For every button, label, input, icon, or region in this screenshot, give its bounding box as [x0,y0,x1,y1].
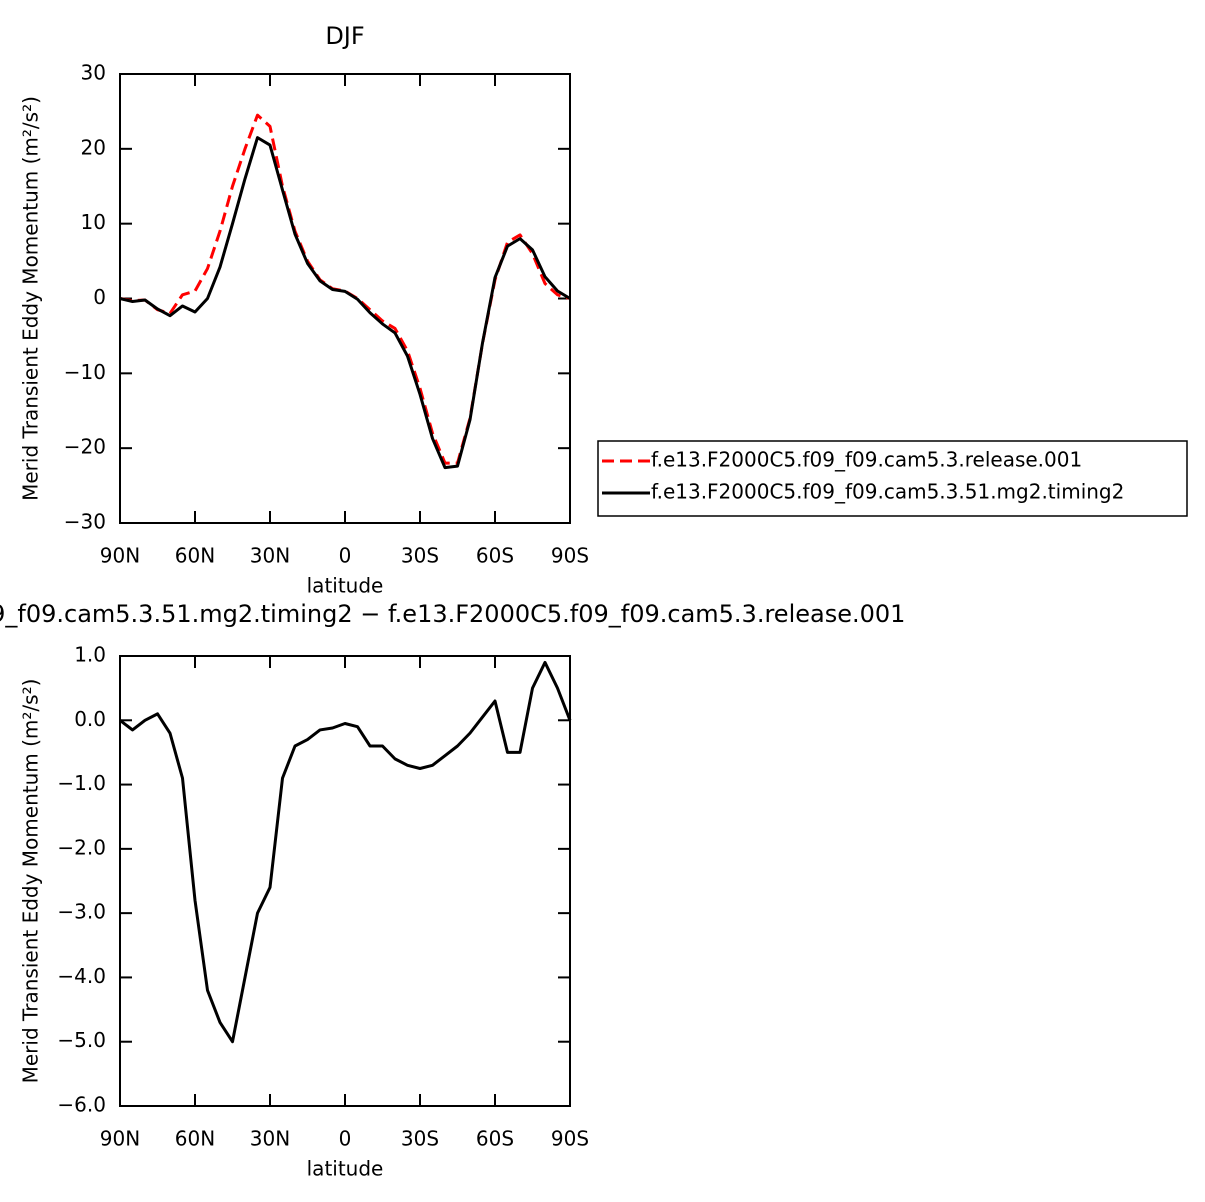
y-tick-label: 0.0 [74,707,106,731]
legend-box [597,440,1188,517]
x-axis-label: latitude [307,1157,384,1181]
x-tick-label: 30S [401,544,439,568]
line [119,660,572,1044]
y-tick-label: 10 [81,210,106,234]
x-tick-label: 30N [250,544,290,568]
x-tick-label: 30S [401,1127,439,1151]
y-tick-label: −30 [64,510,106,534]
y-tick-label: −5.0 [57,1028,106,1052]
y-tick-label: −2.0 [57,835,106,859]
chart-title: DJF [325,22,364,50]
x-tick-label: 90N [100,544,140,568]
x-tick-label: 60N [175,1127,215,1151]
y-tick-label: −3.0 [57,900,106,924]
y-tick-label: 30 [81,61,106,85]
x-tick-label: 0 [339,1127,352,1151]
x-tick-label: 0 [339,544,352,568]
y-tick-label: −20 [64,435,106,459]
y-axis-label: Merid Transient Eddy Momentum (m²/s²) [19,96,43,501]
legend-label: f.e13.F2000C5.f09_f09.cam5.3.release.001 [651,448,1082,472]
y-tick-label: −4.0 [57,964,106,988]
plot-frame [119,73,571,524]
line [119,136,571,470]
chart-title: f.e13.F2000C5.f09_f09.cam5.3.51.mg2.timi… [0,600,905,628]
y-tick-label: −6.0 [57,1093,106,1117]
x-tick-label: 90N [100,1127,140,1151]
y-tick-label: 20 [81,135,106,159]
legend-label: f.e13.F2000C5.f09_f09.cam5.3.51.mg2.timi… [651,480,1124,504]
y-tick-label: 1.0 [74,643,106,667]
y-axis-label: Merid Transient Eddy Momentum (m²/s²) [19,679,43,1084]
x-tick-label: 90S [551,544,589,568]
y-tick-label: −1.0 [57,771,106,795]
x-tick-label: 60S [476,1127,514,1151]
y-tick-label: −10 [64,360,106,384]
x-tick-label: 60S [476,544,514,568]
x-axis-label: latitude [307,574,384,598]
x-tick-label: 60N [175,544,215,568]
y-tick-label: 0 [93,285,106,309]
line [119,113,571,465]
plot-frame [119,655,571,1107]
x-tick-label: 30N [250,1127,290,1151]
x-tick-label: 90S [551,1127,589,1151]
